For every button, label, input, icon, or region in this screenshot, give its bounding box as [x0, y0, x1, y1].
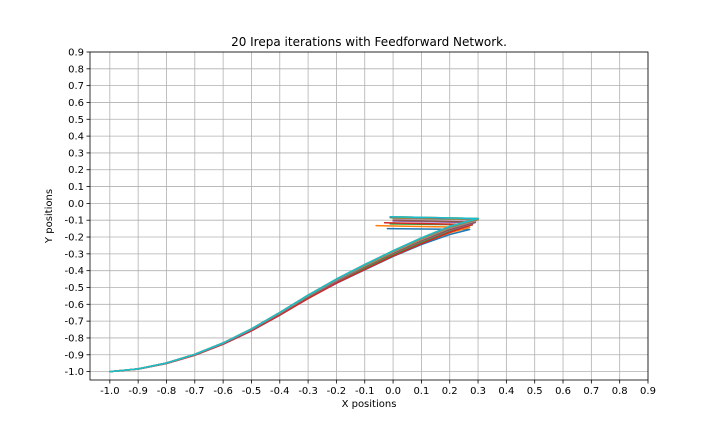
y-tick-label: 0.4	[68, 132, 84, 143]
y-tick-label: -0.6	[64, 300, 84, 311]
y-tick-label: -0.3	[64, 249, 84, 260]
x-tick-label: 0.8	[612, 386, 628, 397]
plot-frame	[89, 51, 649, 381]
x-tick-label: -1.0	[100, 386, 120, 397]
x-tick-label: -0.1	[355, 386, 375, 397]
y-tick-label: -0.2	[64, 233, 84, 244]
x-tick-label: 0.6	[555, 386, 571, 397]
y-tick-label: -0.8	[64, 333, 84, 344]
x-tick-label: 0.5	[527, 386, 543, 397]
y-tick-label: 0.9	[68, 48, 84, 59]
y-tick-label: 0.1	[68, 182, 84, 193]
y-tick-label: -0.5	[64, 283, 84, 294]
x-tick-label: 0.2	[442, 386, 458, 397]
x-tick-label: -0.8	[157, 386, 177, 397]
y-tick-label: 0.8	[68, 64, 84, 75]
y-tick-label: 0.0	[68, 199, 84, 210]
grid	[90, 51, 649, 380]
y-tick-label: -0.7	[64, 317, 84, 328]
x-tick-label: 0.9	[640, 386, 656, 397]
y-tick-label: -0.4	[64, 266, 84, 277]
y-tick-label: 0.5	[68, 115, 84, 126]
series-line-20	[109, 216, 479, 373]
y-tick-label: -1.0	[64, 367, 84, 378]
x-tick-label: -0.6	[213, 386, 233, 397]
y-axis-label: Y positions	[44, 189, 55, 244]
y-tick-label: -0.9	[64, 350, 84, 361]
y-tick-label: -0.1	[64, 216, 84, 227]
x-tick-label: -0.3	[298, 386, 318, 397]
x-tick-label: 0.7	[583, 386, 599, 397]
x-tick-label: -0.9	[128, 386, 148, 397]
chart-title: 20 Irepa iterations with Feedforward Net…	[231, 35, 507, 49]
ticks: -1.0 -0.9 -0.8 -0.7 -0.6 -0.5 -0.4 -0.3 -0.2 -0.1…	[64, 48, 655, 398]
series-group	[109, 216, 479, 373]
y-tick-label: 0.6	[68, 98, 84, 109]
x-tick-label: 0.0	[385, 386, 401, 397]
x-tick-label: 0.4	[498, 386, 514, 397]
x-axis-label: X positions	[342, 399, 397, 410]
x-tick-label: -0.4	[270, 386, 290, 397]
x-tick-label: -0.2	[327, 386, 347, 397]
y-tick-label: 0.3	[68, 148, 84, 159]
x-tick-label: 0.3	[470, 386, 486, 397]
y-tick-label: 0.2	[68, 165, 84, 176]
y-tick-label: 0.7	[68, 81, 84, 92]
x-tick-label: -0.5	[242, 386, 262, 397]
x-tick-label: 0.1	[413, 386, 429, 397]
x-tick-label: -0.7	[185, 386, 205, 397]
